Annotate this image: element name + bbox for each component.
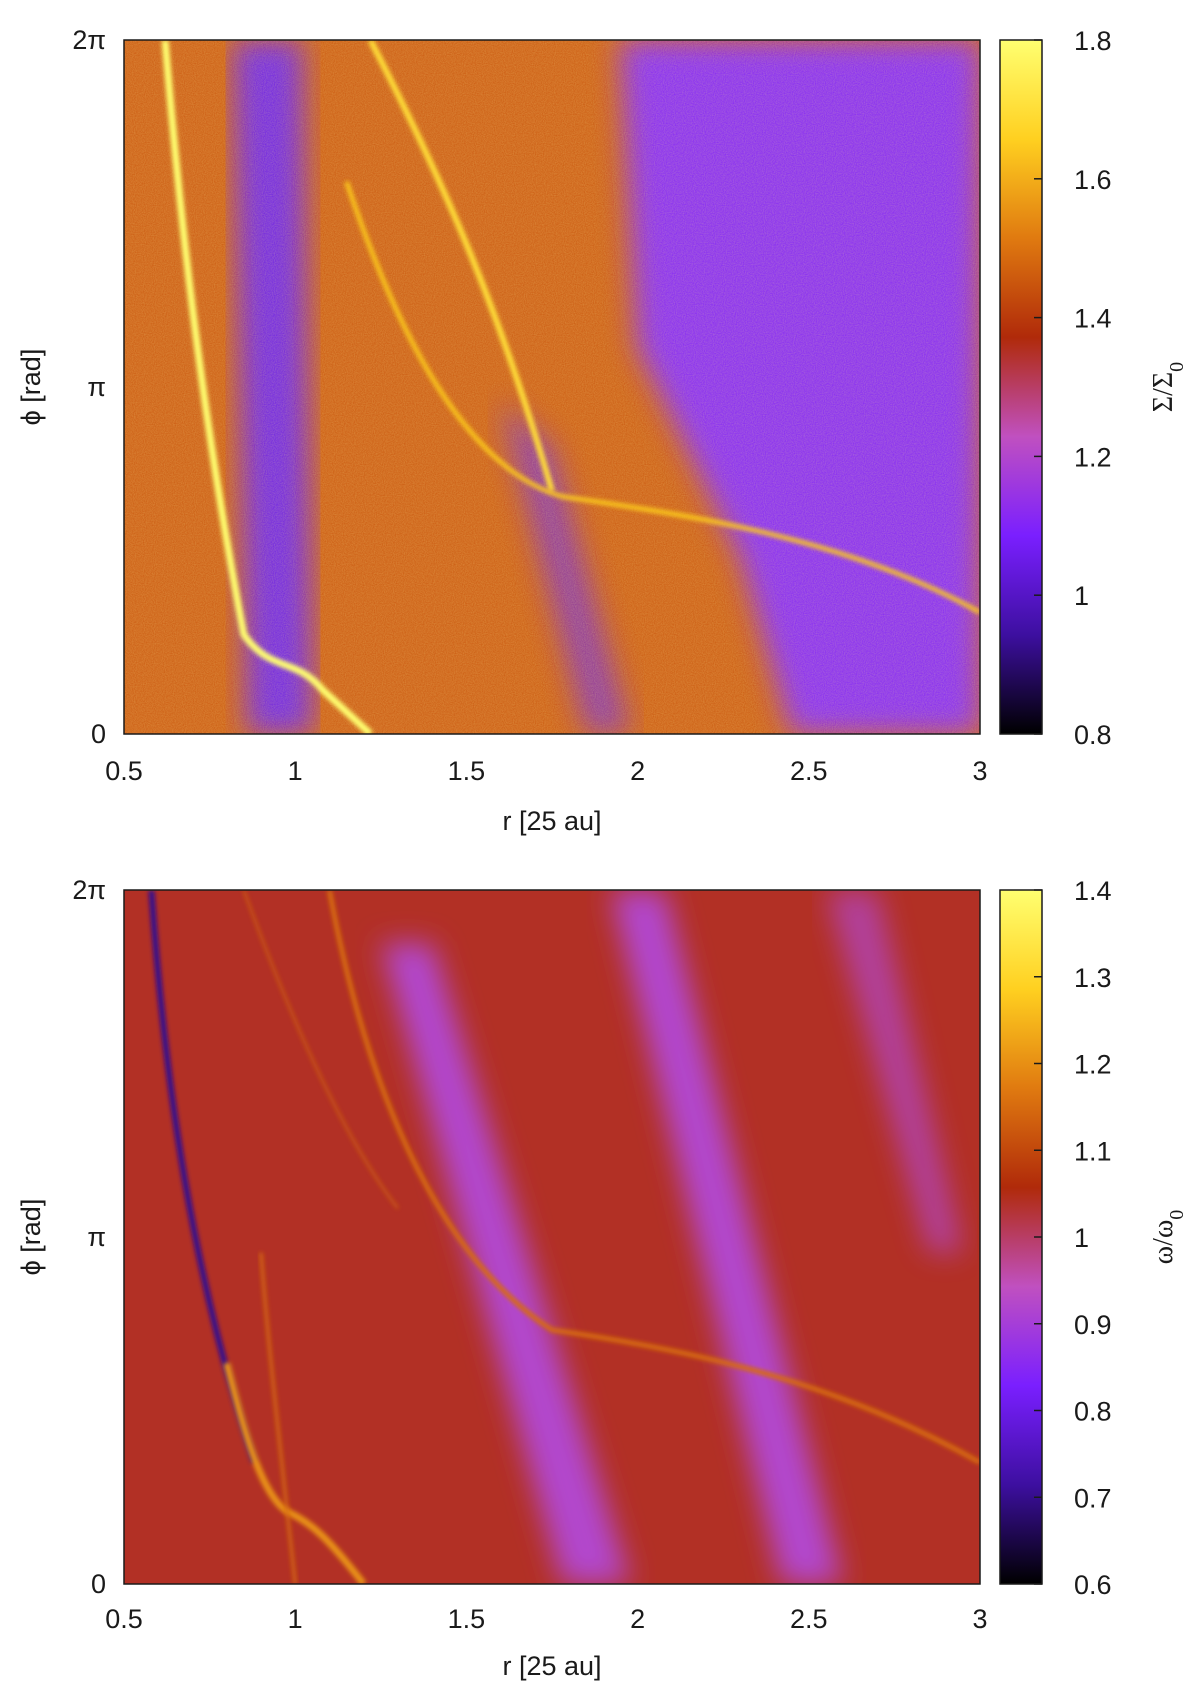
colorbar-tick-label: 1 xyxy=(1074,581,1089,611)
colorbar-label-main: Σ/Σ xyxy=(1148,372,1179,412)
inner-spiral-arm xyxy=(161,40,373,734)
x-tick-label: 2 xyxy=(630,756,645,786)
low-vorticity-stripe xyxy=(825,890,963,1253)
x-tick-label: 0.5 xyxy=(105,1604,143,1634)
x-tick-label: 3 xyxy=(972,1604,987,1634)
faint-arm xyxy=(242,890,400,1210)
low-vorticity-stripe xyxy=(380,943,631,1584)
colorbar-tick-label: 0.6 xyxy=(1074,1570,1112,1600)
x-tick-label: 1 xyxy=(288,1604,303,1634)
colorbar-label: Σ/Σ0 xyxy=(1148,362,1188,412)
y-tick-label: π xyxy=(87,1222,106,1252)
y-tick-label: 0 xyxy=(91,719,106,749)
x-tick-label: 2.5 xyxy=(790,1604,828,1634)
colorbar-tick-label: 1.6 xyxy=(1074,165,1112,195)
heatmap-area xyxy=(124,890,980,1584)
colorbar xyxy=(999,39,1043,735)
y-axis-label: ϕ [rad] xyxy=(16,349,46,426)
colorbar-tick-label: 0.7 xyxy=(1074,1483,1112,1513)
colorbar-label-main: ω/ω xyxy=(1148,1220,1179,1265)
colorbar-tick-label: 1.3 xyxy=(1074,963,1112,993)
colorbar-tick-label: 1.1 xyxy=(1074,1136,1112,1166)
y-tick-label: 0 xyxy=(91,1569,106,1599)
x-tick-label: 0.5 xyxy=(105,756,143,786)
y-tick-label: 2π xyxy=(72,875,106,905)
density-panel: 0.5 1 1.5 2 2.5 3 0 π 2π r [25 au] ϕ [rad] 0.8 1 1.2 1… xyxy=(16,25,1188,836)
y-axis-label: ϕ [rad] xyxy=(16,1199,46,1276)
x-tick-label: 2 xyxy=(630,1604,645,1634)
heatmap-area xyxy=(124,40,980,734)
colorbar-label-subscript: 0 xyxy=(1166,362,1188,372)
colorbar-tick-label: 1.2 xyxy=(1074,1050,1112,1080)
x-tick-label: 1.5 xyxy=(448,756,486,786)
x-tick-label: 2.5 xyxy=(790,756,828,786)
outer-spiral-arm xyxy=(326,890,980,1465)
colorbar-tick-label: 1.8 xyxy=(1074,26,1112,56)
inner-secondary-arm xyxy=(258,1252,298,1584)
colorbar-label-subscript: 0 xyxy=(1166,1210,1188,1220)
colorbar-label: ω/ω0 xyxy=(1148,1210,1188,1265)
x-axis-label: r [25 au] xyxy=(502,1651,601,1681)
colorbar-tick-label: 1.4 xyxy=(1074,876,1112,906)
x-tick-label: 3 xyxy=(972,756,987,786)
y-tick-label: π xyxy=(87,372,106,402)
y-tick-label: 2π xyxy=(72,25,106,55)
colorbar-tick-label: 0.9 xyxy=(1074,1310,1112,1340)
x-tick-label: 1 xyxy=(288,756,303,786)
colorbar-tick-label: 1 xyxy=(1074,1223,1089,1253)
colorbar-tick-label: 0.8 xyxy=(1074,1397,1112,1427)
colorbar-tick-label: 0.8 xyxy=(1074,720,1112,750)
x-tick-label: 1.5 xyxy=(448,1604,486,1634)
plot-frame xyxy=(123,889,981,1585)
vorticity-panel: 0.5 1 1.5 2 2.5 3 0 π 2π r [25 au] ϕ [rad] 0.6 0.7 0.… xyxy=(16,875,1188,1681)
outer-spiral-arm xyxy=(367,40,555,492)
low-vorticity-stripe xyxy=(610,890,844,1584)
x-axis-label: r [25 au] xyxy=(502,806,601,836)
colorbar-tick-label: 1.4 xyxy=(1074,304,1112,334)
plot-frame xyxy=(123,39,981,735)
noise-texture xyxy=(124,40,980,734)
colorbar-tick-label: 1.2 xyxy=(1074,442,1112,472)
secondary-spiral-arm xyxy=(344,180,980,615)
